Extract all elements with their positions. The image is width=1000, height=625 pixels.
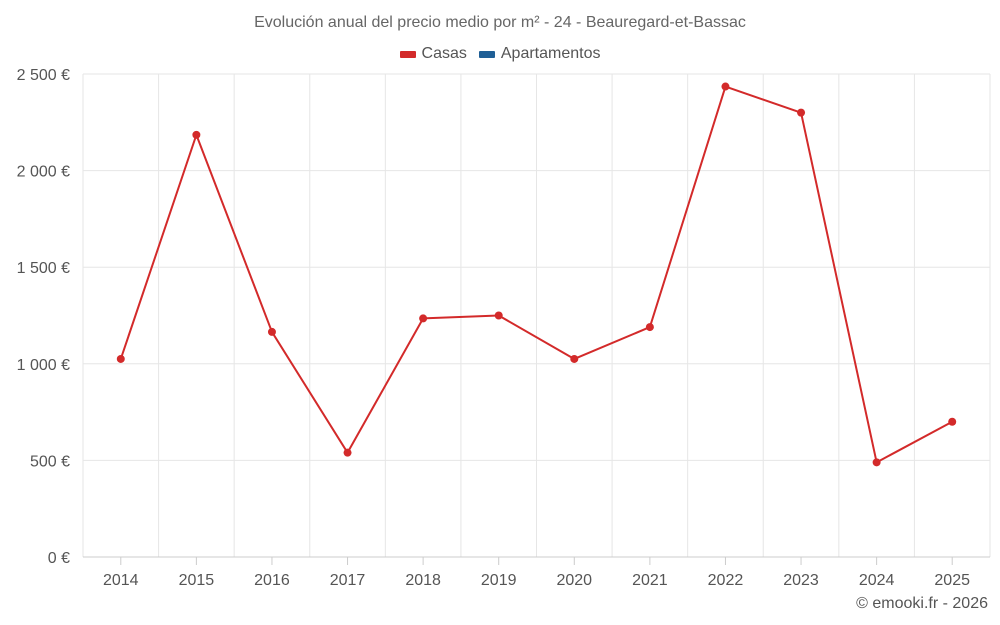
x-tick-label: 2018 (405, 572, 441, 589)
data-point (419, 314, 428, 323)
x-tick-label: 2014 (103, 572, 139, 589)
data-point (494, 311, 503, 320)
x-tick-label: 2024 (859, 572, 895, 589)
y-tick-label: 2 500 € (17, 67, 70, 84)
data-point (872, 458, 881, 467)
data-point (570, 354, 579, 363)
data-point (192, 130, 201, 139)
legend-item-apartamentos[interactable]: Apartamentos (478, 45, 601, 63)
data-point (267, 327, 276, 336)
x-tick-label: 2025 (934, 572, 970, 589)
data-point (645, 323, 654, 332)
x-tick-label: 2023 (783, 572, 819, 589)
y-tick-label: 1 000 € (17, 357, 70, 374)
x-tick-label: 2015 (179, 572, 215, 589)
y-tick-label: 2 000 € (17, 164, 70, 181)
data-point (797, 108, 806, 117)
data-point (721, 82, 730, 91)
x-tick-label: 2020 (556, 572, 592, 589)
legend-swatch-apartamentos (478, 50, 495, 58)
x-tick-label: 2019 (481, 572, 517, 589)
legend-item-casas[interactable]: Casas (399, 45, 467, 63)
legend: Casas Apartamentos (0, 45, 1000, 63)
legend-label-casas: Casas (421, 45, 467, 62)
legend-swatch-casas (399, 50, 416, 58)
y-tick-label: 500 € (30, 453, 70, 470)
data-point (343, 448, 352, 457)
chart-title: Evolución anual del precio medio por m² … (254, 14, 746, 31)
y-tick-label: 0 € (48, 550, 70, 567)
data-point (948, 417, 957, 426)
x-tick-label: 2017 (330, 572, 366, 589)
y-tick-label: 1 500 € (17, 260, 70, 277)
x-tick-label: 2022 (708, 572, 744, 589)
legend-label-apartamentos: Apartamentos (500, 45, 601, 62)
data-point (116, 354, 125, 363)
series-line-casas (119, 85, 953, 464)
credit-text: © emooki.fr - 2026 (856, 595, 988, 612)
x-tick-label: 2016 (254, 572, 290, 589)
x-tick-label: 2021 (632, 572, 668, 589)
